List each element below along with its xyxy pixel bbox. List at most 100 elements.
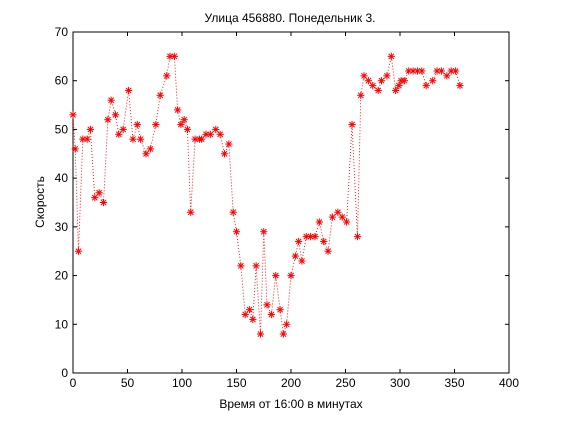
data-point xyxy=(456,81,464,90)
data-point xyxy=(183,125,192,134)
x-axis-label: Время от 16:00 в минутах xyxy=(219,397,362,411)
data-point xyxy=(369,81,377,90)
data-point xyxy=(95,189,103,197)
data-point xyxy=(252,262,260,270)
data-point xyxy=(74,247,83,255)
data-point xyxy=(180,116,188,124)
data-point xyxy=(119,125,127,134)
data-point xyxy=(232,228,241,236)
data-point xyxy=(256,330,265,338)
data-point xyxy=(377,77,386,85)
data-point xyxy=(111,111,120,119)
data-point xyxy=(437,67,446,75)
x-tick-label: 50 xyxy=(121,376,135,390)
data-point xyxy=(83,135,91,143)
data-point xyxy=(237,262,245,270)
series-markers xyxy=(69,52,464,338)
data-point xyxy=(364,77,372,85)
data-point xyxy=(104,116,112,124)
data-point xyxy=(124,86,133,95)
data-point xyxy=(298,257,306,265)
data-point xyxy=(245,306,254,314)
data-point xyxy=(267,310,275,319)
data-point xyxy=(142,150,150,158)
data-point xyxy=(443,72,451,80)
y-tick-label: 0 xyxy=(61,366,68,380)
y-tick-label: 40 xyxy=(55,171,69,185)
y-tick-label: 30 xyxy=(55,220,69,234)
data-point xyxy=(338,213,346,221)
data-point xyxy=(225,140,233,148)
y-tick-label: 20 xyxy=(55,269,69,283)
chart-title: Улица 456880. Понедельник 3. xyxy=(205,11,376,25)
data-point xyxy=(357,91,365,99)
data-point xyxy=(295,237,303,246)
data-point xyxy=(392,86,400,95)
data-point xyxy=(334,208,342,216)
data-point xyxy=(400,77,408,85)
data-point xyxy=(348,120,356,129)
data-point xyxy=(320,237,328,246)
data-point xyxy=(202,130,210,138)
data-point xyxy=(133,120,141,129)
data-point xyxy=(69,111,77,119)
data-point xyxy=(229,208,237,216)
y-axis-label: Скорость xyxy=(33,176,47,228)
data-point xyxy=(342,218,351,226)
data-point xyxy=(387,52,395,60)
data-point xyxy=(311,233,319,241)
data-point xyxy=(107,96,115,104)
x-tick-label: 150 xyxy=(226,376,246,390)
data-point xyxy=(99,198,108,207)
y-tick-label: 50 xyxy=(55,122,69,136)
data-point xyxy=(429,77,437,85)
data-point xyxy=(324,247,332,255)
data-point xyxy=(152,120,160,129)
data-point xyxy=(216,130,224,138)
data-point xyxy=(136,135,145,143)
data-point xyxy=(328,213,337,221)
x-tick-label: 250 xyxy=(335,376,355,390)
x-tick-label: 100 xyxy=(172,376,192,390)
data-point xyxy=(206,130,214,138)
y-tick-label: 60 xyxy=(55,74,69,88)
data-point xyxy=(187,208,195,216)
data-point xyxy=(212,125,220,134)
data-point xyxy=(129,135,137,143)
data-point xyxy=(287,271,295,280)
data-point xyxy=(170,52,178,60)
data-point xyxy=(241,310,249,319)
y-axis: 0 10 20 30 40 50 60 70 xyxy=(55,25,509,380)
data-point xyxy=(283,320,291,328)
data-point xyxy=(383,72,391,80)
data-point xyxy=(177,120,185,129)
data-point xyxy=(260,228,268,236)
data-point xyxy=(86,125,95,134)
data-point xyxy=(276,306,284,314)
data-point xyxy=(422,81,430,90)
x-tick-label: 200 xyxy=(281,376,301,390)
data-point xyxy=(263,301,271,309)
data-point xyxy=(220,150,229,158)
data-point xyxy=(163,72,171,80)
data-point xyxy=(451,67,460,75)
data-point xyxy=(198,135,206,143)
y-tick-label: 10 xyxy=(55,317,69,331)
data-point xyxy=(71,145,79,153)
data-point xyxy=(291,252,299,260)
x-tick-label: 350 xyxy=(444,376,464,390)
data-point xyxy=(374,86,382,95)
series-line xyxy=(72,55,461,335)
data-point xyxy=(146,145,154,153)
data-point xyxy=(272,271,280,280)
x-tick-label: 300 xyxy=(390,376,410,390)
data-point xyxy=(360,72,368,80)
data-point xyxy=(156,91,164,99)
data-point xyxy=(315,218,323,226)
data-point xyxy=(418,67,426,75)
data-point xyxy=(174,106,182,114)
data-point xyxy=(353,233,362,241)
x-tick-label: 400 xyxy=(499,376,519,390)
x-axis: 0 50 100 150 200 250 300 350 400 xyxy=(70,32,519,390)
